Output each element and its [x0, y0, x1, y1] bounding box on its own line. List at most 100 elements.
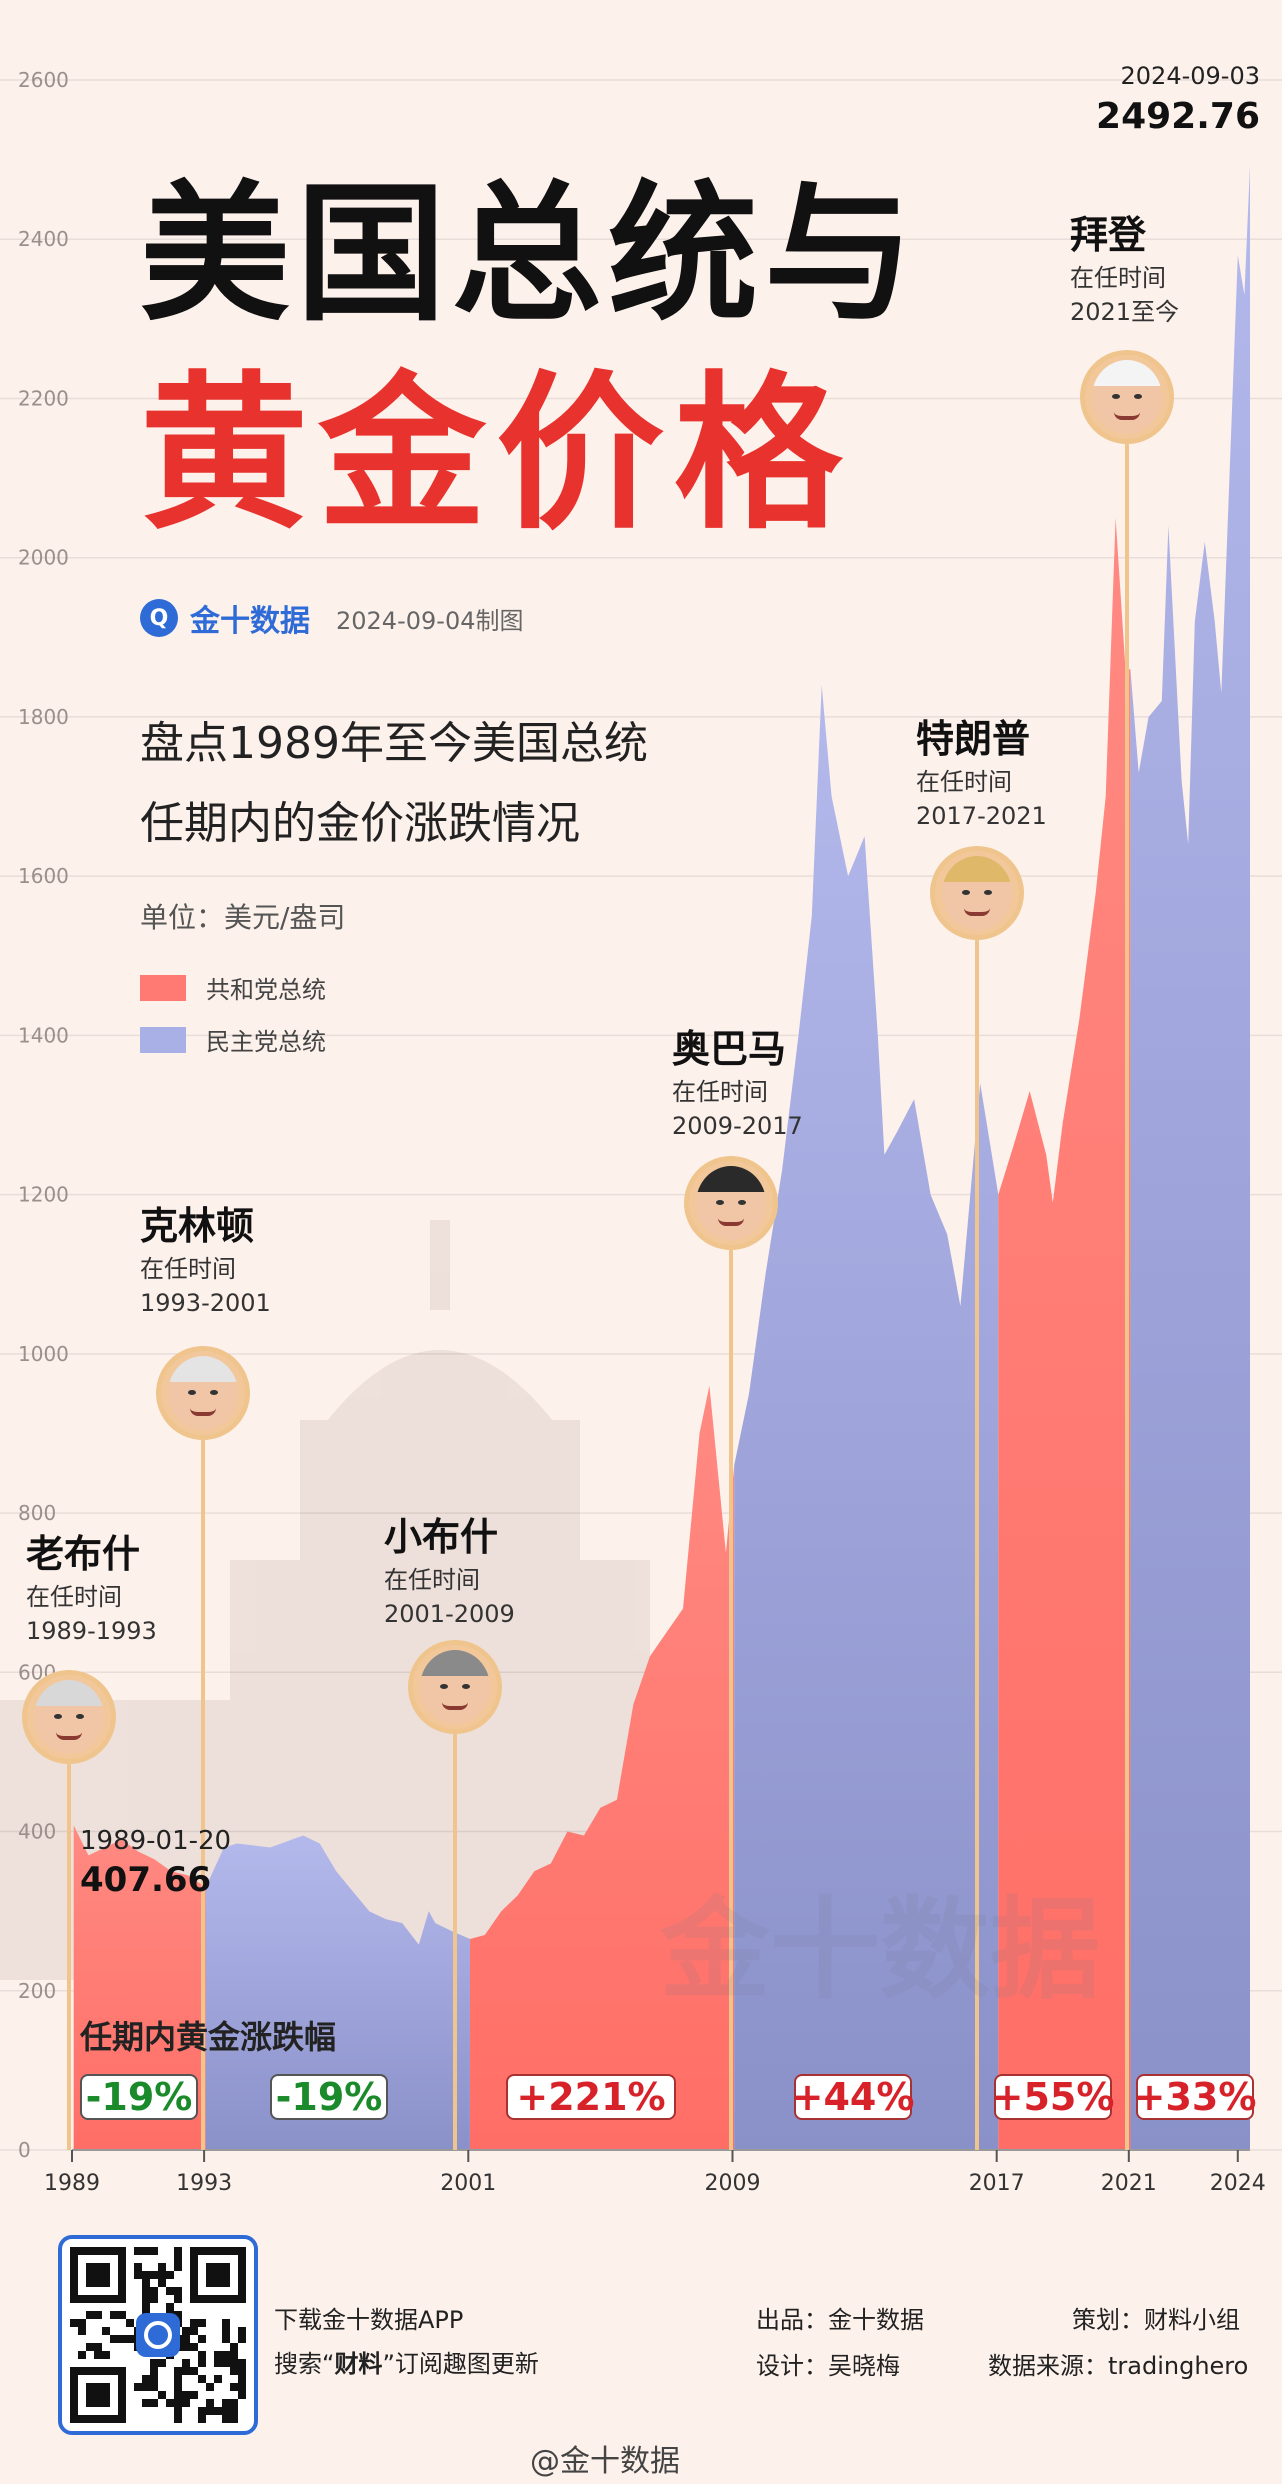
qr-module [190, 2343, 198, 2351]
mouth-shape [442, 1702, 468, 1710]
qr-module [198, 2359, 206, 2367]
weibo-handle[interactable]: @金十数据 [530, 2444, 680, 2479]
face-illustration [420, 1650, 490, 1724]
qr-module [110, 2311, 118, 2319]
qr-module [174, 2367, 182, 2375]
qr-module [214, 2407, 222, 2415]
qr-module [94, 2311, 102, 2319]
legend-label: 民主党总统 [206, 1028, 326, 1056]
y-tick-label: 2600 [18, 68, 69, 92]
qr-module [150, 2359, 158, 2367]
president-name: 拜登 [1070, 213, 1147, 257]
qr-module [182, 2399, 190, 2407]
y-tick-label: 1400 [18, 1023, 69, 1047]
change-badge: +33% [1133, 2074, 1257, 2120]
portrait-avatar [930, 846, 1024, 940]
face-illustration [696, 1166, 766, 1240]
price-areas [72, 165, 1250, 2151]
area-segment [73, 1825, 206, 2150]
qr-module [190, 2319, 198, 2327]
portrait-avatar [156, 1346, 250, 1440]
qr-module [174, 2383, 182, 2391]
qr-module [182, 2335, 190, 2343]
y-tick-label: 1000 [18, 1342, 69, 1366]
hair-shape [34, 1680, 104, 1706]
qr-center-logo-icon [136, 2313, 180, 2357]
mouth-shape [56, 1732, 82, 1740]
qr-finder-core [86, 2383, 110, 2407]
president-name: 小布什 [384, 1515, 499, 1559]
eye-shape [962, 890, 970, 895]
face-illustration [1092, 360, 1162, 434]
qr-module [126, 2319, 134, 2327]
eye-shape [984, 890, 992, 895]
qr-module [238, 2327, 246, 2335]
qr-module [158, 2271, 166, 2279]
qr-module [230, 2367, 238, 2375]
unit-label: 单位：美元/盎司 [140, 901, 346, 934]
term-years: 1989-1993 [26, 1616, 157, 1645]
brand-row: Q 金十数据 2024-09-04制图 [140, 596, 523, 640]
qr-module [206, 2399, 214, 2407]
qr-module [174, 2391, 182, 2399]
qr-module [238, 2359, 246, 2367]
qr-module [166, 2271, 174, 2279]
qr-module [182, 2367, 190, 2375]
legend-republican: 共和党总统 [140, 970, 326, 1005]
qr-code[interactable] [58, 2235, 258, 2435]
qr-module [118, 2335, 126, 2343]
hair-shape [942, 856, 1012, 882]
mouth-shape [964, 908, 990, 916]
subtitle-line-2: 任期内的金价涨跌情况 [140, 798, 580, 849]
qr-module [150, 2399, 158, 2407]
brand-logo-icon: Q [140, 599, 178, 637]
qr-module [198, 2375, 206, 2383]
eye-shape [76, 1714, 84, 1719]
x-tick-label: 2024 [1210, 2171, 1266, 2196]
qr-module [142, 2279, 150, 2287]
qr-module [190, 2367, 198, 2375]
qr-module [222, 2359, 230, 2367]
qr-module [190, 2327, 198, 2335]
qr-module [174, 2263, 182, 2271]
face-illustration [34, 1680, 104, 1754]
portrait-avatar [1080, 350, 1174, 444]
qr-module [222, 2407, 230, 2415]
qr-module [198, 2335, 206, 2343]
term-years: 2001-2009 [384, 1599, 515, 1628]
qr-module [78, 2319, 86, 2327]
qr-module [166, 2287, 174, 2295]
qr-code-pattern [70, 2247, 246, 2423]
qr-module [230, 2415, 238, 2423]
qr-module [142, 2271, 150, 2279]
eye-shape [1112, 394, 1120, 399]
footer-search-keyword: 财料 [334, 2350, 383, 2378]
footer-search-suffix: ”订阅趣图更新 [382, 2350, 539, 2378]
y-tick-label: 1800 [18, 705, 69, 729]
qr-module [230, 2359, 238, 2367]
portrait-avatar [684, 1156, 778, 1250]
term-years: 1993-2001 [140, 1288, 271, 1317]
eye-shape [462, 1684, 470, 1689]
president-name: 特朗普 [916, 717, 1031, 761]
footer-source: 数据来源：tradinghero [988, 2352, 1249, 2380]
change-badge: +221% [506, 2074, 676, 2120]
x-tick-label: 1989 [44, 2171, 100, 2196]
president-label: 老布什 在任时间 1989-1993 [26, 1535, 157, 1648]
qr-module [182, 2359, 190, 2367]
qr-module [150, 2375, 158, 2383]
qr-module [150, 2383, 158, 2391]
qr-module [222, 2319, 230, 2327]
qr-module [198, 2319, 206, 2327]
qr-module [174, 2311, 182, 2319]
change-badge: +55% [991, 2074, 1115, 2120]
face-illustration [168, 1356, 238, 1430]
qr-module [142, 2295, 150, 2303]
qr-module [174, 2247, 182, 2255]
qr-module [78, 2351, 86, 2359]
brand-name: 金十数据 [190, 604, 310, 639]
y-tick-label: 200 [18, 1979, 56, 2003]
qr-module [86, 2343, 94, 2351]
eye-shape [716, 1200, 724, 1205]
